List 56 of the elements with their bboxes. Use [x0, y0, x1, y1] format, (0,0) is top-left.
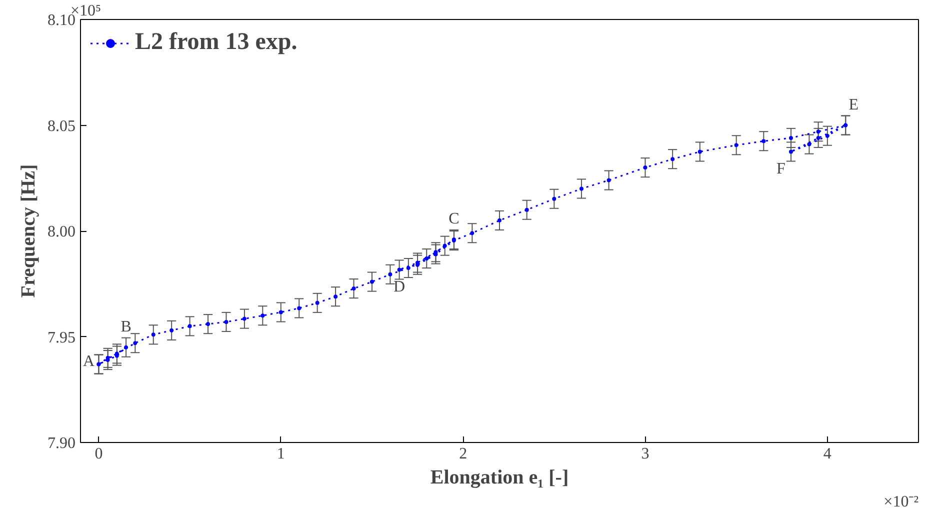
- annotation: A: [82, 353, 95, 370]
- x-tick-label: 4: [823, 446, 832, 462]
- point: [816, 130, 820, 134]
- point: [188, 324, 192, 328]
- point: [278, 310, 283, 314]
- point: [388, 272, 392, 276]
- y-tick-label: 7.95: [48, 329, 76, 346]
- point: [807, 142, 812, 146]
- point: [242, 316, 246, 321]
- point: [406, 266, 410, 270]
- point: [670, 157, 675, 162]
- y-tick-label: 8.00: [48, 224, 76, 240]
- point: [297, 306, 302, 310]
- annotation: D: [394, 278, 406, 296]
- annotation: C: [448, 210, 460, 228]
- point: [224, 320, 228, 324]
- text: ×10⁻²: [884, 494, 919, 510]
- annotation: E: [848, 96, 859, 114]
- point: [334, 294, 338, 299]
- point: [442, 244, 447, 248]
- point: [643, 166, 648, 170]
- point: [816, 136, 820, 140]
- y-tick-label: 7.90: [48, 435, 76, 452]
- point: [133, 341, 138, 346]
- point: [825, 134, 830, 138]
- point: [698, 150, 702, 154]
- point: [606, 178, 611, 182]
- point: [124, 345, 128, 350]
- point: [315, 300, 320, 305]
- point: [206, 322, 210, 326]
- point: [734, 143, 738, 148]
- point: [524, 208, 529, 212]
- point: [260, 314, 265, 318]
- annotation: B: [120, 318, 132, 336]
- annotation: F: [776, 160, 786, 178]
- x-tick-label: 3: [641, 446, 650, 462]
- legend-label: L2 from 13 exp.: [135, 29, 298, 56]
- point: [370, 280, 374, 284]
- x-tick-label: 2: [459, 446, 468, 462]
- point: [470, 231, 474, 236]
- point: [424, 256, 429, 260]
- x-axis-title: Elongation e₁ [-]: [430, 466, 569, 488]
- point: [788, 136, 793, 140]
- point: [352, 286, 356, 291]
- x-tick-label: 1: [276, 446, 285, 462]
- point: [397, 268, 402, 272]
- point: [762, 139, 766, 144]
- point: [788, 150, 793, 154]
- x-tick-label: 0: [94, 446, 103, 462]
- point: [552, 196, 556, 201]
- y-tick-label: 8.05: [48, 118, 76, 135]
- point: [579, 186, 584, 191]
- point: [170, 328, 174, 332]
- y-axis-title: Frequency [Hz]: [18, 164, 40, 298]
- point: [151, 332, 156, 337]
- point: [498, 218, 502, 222]
